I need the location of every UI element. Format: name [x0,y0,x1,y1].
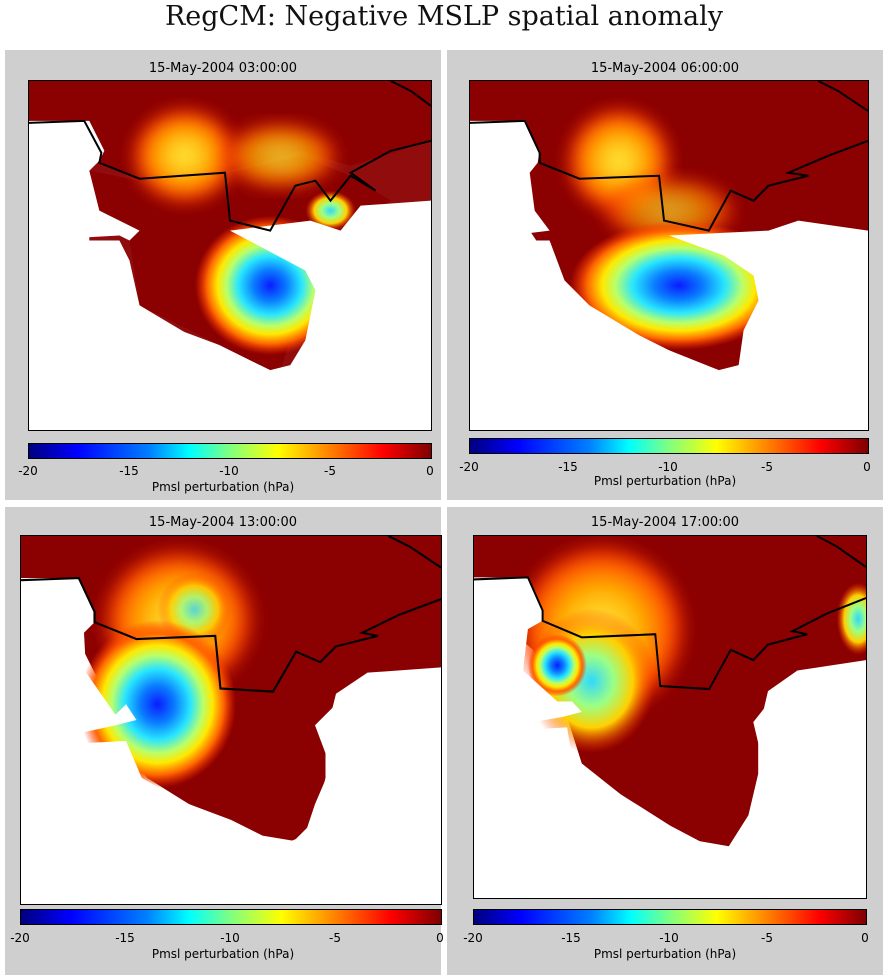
panel-1-tick-0: -20 [18,464,38,478]
panel-2-tick-0: -20 [459,460,479,474]
panel-1-field [29,81,431,430]
panel-1-tick-4: 0 [426,464,434,478]
panel-4-tick-1: -15 [561,931,581,945]
panel-1-title: 15-May-2004 03:00:00 [148,61,298,76]
panel-2-colorbar-label: Pmsl perturbation (hPa) [593,474,737,488]
panel-1-colorbar-label: Pmsl perturbation (hPa) [151,480,295,494]
panel-2: 15-May-2004 06:00:00 -20 -15 -10 -5 0 Pm… [447,50,883,500]
panel-4-tick-2: -10 [659,931,679,945]
panel-4-field [474,536,866,898]
panel-3-tick-2: -10 [220,931,240,945]
panel-4-colorbar-label: Pmsl perturbation (hPa) [593,947,737,961]
figure-title: RegCM: Negative MSLP spatial anomaly [164,1,724,32]
panel-3-title: 15-May-2004 13:00:00 [148,515,298,530]
panel-1-tick-1: -15 [119,464,139,478]
panel-4-tick-4: 0 [861,931,869,945]
panel-2-tick-3: -5 [761,460,773,474]
panel-4-tick-0: -20 [463,931,483,945]
panel-1-tick-2: -10 [219,464,239,478]
panel-3-tick-0: -20 [10,931,30,945]
panel-2-tick-2: -10 [658,460,678,474]
panel-2-map [469,80,869,431]
panel-4-map [473,535,867,899]
panel-1-tick-3: -5 [324,464,336,478]
panel-3-colorbar [20,909,442,925]
panel-2-field [470,81,868,430]
panel-4: 15-May-2004 17:00:00 -20 -15 -10 -5 0 Pm… [447,507,883,975]
panel-1: 15-May-2004 03:00:00 -20 -15 -10 -5 0 Pm… [5,50,441,500]
panel-3: 15-May-2004 13:00:00 -20 -15 -10 -5 0 Pm… [5,507,444,975]
panel-3-map [20,535,442,905]
panel-2-colorbar [469,438,869,454]
panel-4-tick-3: -5 [761,931,773,945]
panel-4-colorbar [473,909,867,925]
panel-3-tick-4: 0 [436,931,444,945]
panel-1-colorbar [28,443,432,459]
panel-2-tick-4: 0 [863,460,871,474]
panel-3-tick-1: -15 [115,931,135,945]
panel-3-colorbar-label: Pmsl perturbation (hPa) [151,947,295,961]
panel-3-field [21,536,441,904]
panel-2-tick-1: -15 [558,460,578,474]
panel-2-title: 15-May-2004 06:00:00 [590,61,740,76]
panel-3-tick-3: -5 [329,931,341,945]
panel-4-title: 15-May-2004 17:00:00 [590,515,740,530]
panel-1-map [28,80,432,431]
